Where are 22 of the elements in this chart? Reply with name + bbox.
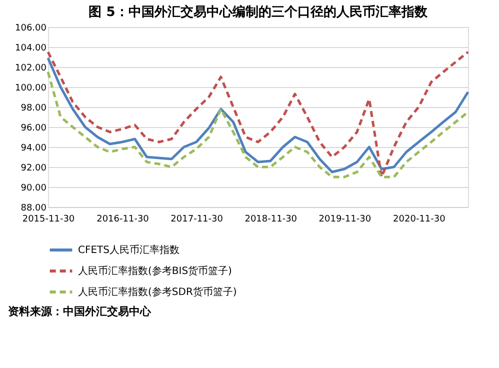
x-tick-label: 2018-11-30 [244, 214, 298, 224]
line-series [46, 70, 470, 178]
y-tick-label: 92.00 [20, 164, 47, 174]
y-tick-label: 94.00 [20, 144, 47, 154]
y-tick-label: 98.00 [20, 104, 47, 114]
legend-label: CFETS人民币汇率指数 [78, 244, 180, 256]
x-tick-label: 2020-11-30 [393, 214, 446, 224]
x-tick-label: 2016-11-30 [96, 214, 150, 224]
y-tick-label: 96.00 [20, 124, 47, 134]
chart-title: 图 5：中国外汇交易中心编制的三个口径的人民币汇率指数 [88, 4, 428, 20]
text: 资料来源：中国外汇交易中心 [8, 305, 152, 318]
legend-label: 人民币汇率指数(参考BIS货币篮子) [78, 265, 232, 277]
y-tick-label: 90.00 [20, 184, 47, 194]
x-tick-label: 2019-11-30 [318, 214, 372, 224]
x-tick-label: 2015-11-30 [22, 214, 75, 224]
x-tick-label: 2017-11-30 [170, 214, 224, 224]
y-tick-label: 104.00 [15, 44, 47, 54]
legend-label: 人民币汇率指数(参考SDR货币篮子) [78, 286, 237, 298]
y-tick-label: 100.00 [15, 84, 47, 94]
y-tick-label: 88.00 [20, 204, 47, 214]
y-tick-label: 106.00 [15, 24, 47, 34]
y-tick-label: 102.00 [15, 64, 47, 74]
